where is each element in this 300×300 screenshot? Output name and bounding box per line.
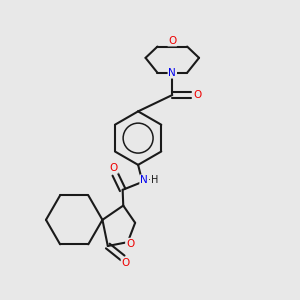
Text: O: O [126, 238, 134, 249]
Text: O: O [110, 163, 118, 173]
Text: O: O [168, 36, 176, 46]
Text: O: O [193, 90, 201, 100]
Text: O: O [122, 258, 130, 268]
Text: N: N [168, 68, 176, 78]
Text: N: N [140, 175, 148, 185]
Text: ·H: ·H [148, 175, 158, 185]
